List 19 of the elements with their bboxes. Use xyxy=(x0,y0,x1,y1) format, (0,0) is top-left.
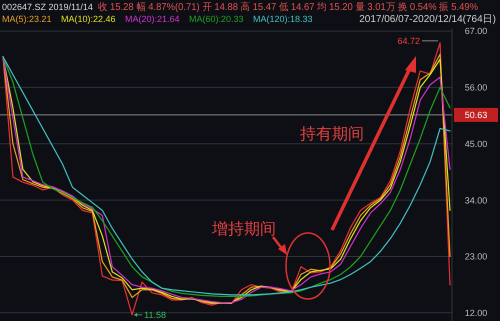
y-tick-label: 56.00 xyxy=(464,82,488,93)
annotation: 64.72 xyxy=(398,36,420,46)
y-tick-label: 23.00 xyxy=(464,252,488,262)
chart-subtitle: 收 15.28 幅 4.87%(0.71) 开 14.88 高 15.47 低 14.67 均 15.20 量 3.01万 换 0.54% 振 5.49% xyxy=(98,1,500,13)
chart-title: 002647.SZ 2019/11/14 xyxy=(2,2,93,12)
annotation: 11.58 xyxy=(144,310,166,320)
y-tick-label: 34.00 xyxy=(464,195,488,206)
text: 2017/06/07-2020/12/14(764日) xyxy=(359,14,496,25)
y-tick-label: 67.00 xyxy=(464,26,488,36)
text: MA(20):21.64 xyxy=(125,14,180,24)
annotation: 增持期间 xyxy=(211,220,276,238)
text: MA(60):20.33 xyxy=(189,14,244,24)
text: MA(120):18.33 xyxy=(253,14,313,24)
ref-line-label: 50.63 xyxy=(464,110,488,120)
y-tick-label: 12.00 xyxy=(464,308,488,318)
y-tick-label: 45.00 xyxy=(464,138,488,149)
annotation: 持有期间 xyxy=(300,125,364,143)
text: MA(10):22.46 xyxy=(61,14,116,24)
text: MA(5):23.21 xyxy=(2,14,52,24)
